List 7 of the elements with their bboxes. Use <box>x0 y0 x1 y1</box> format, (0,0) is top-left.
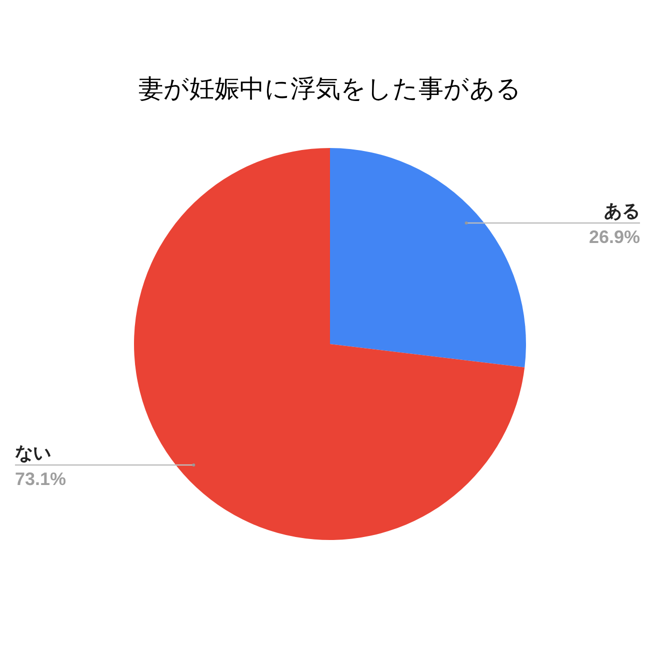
slice-label: ある <box>604 201 640 222</box>
pie-slice <box>134 148 525 540</box>
chart-title: 妻が妊娠中に浮気をした事がある <box>138 75 522 103</box>
pie-slice <box>330 148 526 368</box>
data-label: 26.9% <box>588 227 640 248</box>
slice-label: ない <box>15 442 51 463</box>
data-label: 73.1% <box>15 468 66 489</box>
